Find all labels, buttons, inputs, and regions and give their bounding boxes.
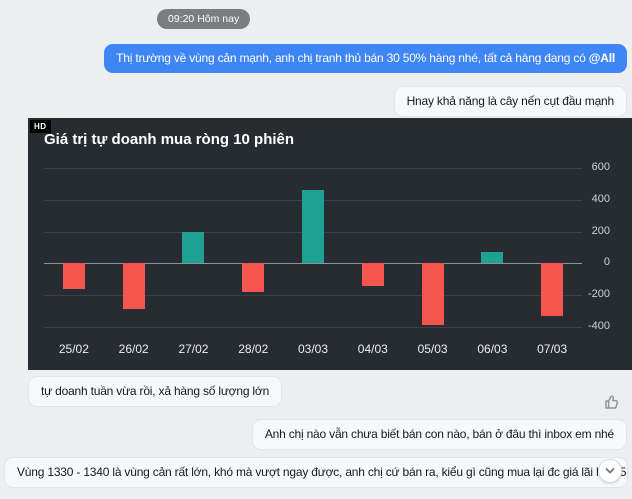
scroll-to-bottom-button[interactable]	[598, 459, 622, 483]
x-tick-label: 06/03	[477, 342, 508, 356]
thumbs-up-icon[interactable]	[603, 392, 623, 412]
x-tick-label: 05/03	[417, 342, 448, 356]
bar-05-03	[421, 263, 444, 326]
x-tick-label: 04/03	[357, 342, 388, 356]
y-tick-label: 600	[591, 161, 610, 173]
bar-25-02	[62, 263, 85, 289]
x-tick-label: 25/02	[58, 342, 89, 356]
chart-title: Giá trị tự doanh mua ròng 10 phiên	[44, 131, 295, 148]
message-bubble: Hnay khả năng là cây nến cụt đầu mạnh	[393, 86, 627, 117]
message-text: tự doanh tuần vừa rồi, xả hàng số lượng …	[41, 384, 270, 398]
message-text: Thị trường về vùng cản mạnh, anh chị tra…	[116, 51, 589, 65]
y-tick-label: -400	[587, 320, 610, 332]
bar-07-03	[541, 263, 564, 316]
x-tick-label: 26/02	[118, 342, 149, 356]
bar-26-02	[122, 263, 145, 310]
message-bubble-outgoing: Thị trường về vùng cản mạnh, anh chị tra…	[104, 44, 627, 73]
chart-plot: 600 400 200 0 -200 -400	[44, 160, 610, 335]
y-tick-label: 400	[591, 192, 610, 205]
gridline	[44, 295, 582, 297]
message-bubble: Vùng 1330 - 1340 là vùng cản rất lớn, kh…	[4, 457, 628, 488]
x-tick-label: 28/02	[238, 342, 269, 356]
message-text: Anh chị nào vẫn chưa biết bán con nào, b…	[264, 427, 614, 441]
hd-badge: HD	[30, 120, 51, 133]
bar-04-03	[361, 263, 384, 286]
message-bubble: Anh chị nào vẫn chưa biết bán con nào, b…	[251, 419, 627, 450]
x-tick-label: 03/03	[298, 342, 329, 356]
message-bubble: tự doanh tuần vừa rồi, xả hàng số lượng …	[28, 376, 283, 407]
bar-03-03	[302, 190, 324, 264]
x-tick-label: 07/03	[537, 342, 568, 356]
y-tick-label: 0	[603, 256, 610, 269]
gridline	[44, 327, 582, 328]
message-text: Hnay khả năng là cây nến cụt đầu mạnh	[406, 94, 615, 108]
zero-line	[44, 263, 582, 265]
y-tick-label: -200	[587, 288, 610, 301]
chevron-down-icon	[605, 468, 615, 474]
bar-28-02	[242, 263, 265, 292]
y-tick-label: 200	[591, 224, 610, 237]
x-tick-label: 27/02	[178, 342, 209, 356]
bar-06-03	[481, 252, 504, 264]
bar-27-02	[182, 231, 205, 264]
x-axis-labels: 25/02 26/02 27/02 28/02 03/03 04/03 05/03 06/03…	[44, 342, 582, 356]
chart-image[interactable]: HD Giá trị tự doanh mua ròng 10 phiên 60…	[28, 118, 632, 370]
timestamp-pill: 09:20 Hôm nay	[157, 9, 251, 29]
message-text: Vùng 1330 - 1340 là vùng cản rất lớn, kh…	[17, 465, 628, 479]
gridline	[44, 168, 582, 169]
mention-all[interactable]: @All	[588, 51, 615, 65]
